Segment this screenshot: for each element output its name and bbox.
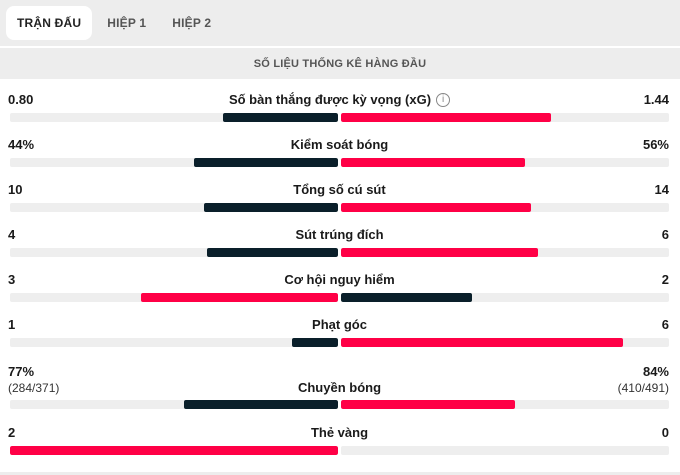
stat-label: Cơ hội nguy hiểm xyxy=(10,272,669,287)
away-bar-track xyxy=(341,113,669,122)
home-value: 77% xyxy=(8,364,35,379)
stat-label-text: Chuyền bóng xyxy=(297,380,382,395)
home-bar-fill xyxy=(183,400,338,409)
away-bar-fill xyxy=(341,158,525,167)
stat-label-text: Tổng số cú sút xyxy=(293,182,386,197)
away-value: 0 xyxy=(661,425,669,440)
stat-label: Phạt góc xyxy=(10,317,669,332)
stat-label: Tổng số cú sút xyxy=(10,182,669,197)
stat-label-text: Cơ hội nguy hiểm xyxy=(284,272,395,287)
away-bar-track xyxy=(341,203,669,212)
away-bar-fill xyxy=(341,293,473,302)
info-icon[interactable]: i xyxy=(436,92,451,107)
away-value: 2 xyxy=(661,272,669,287)
stat-label: Chuyền bóng xyxy=(10,380,669,395)
tab-second-half[interactable]: HIỆP 2 xyxy=(172,16,212,30)
stat-label-text: Sút trúng đích xyxy=(295,227,384,242)
home-bar-track xyxy=(10,400,338,409)
period-tabs: TRẬN ĐẤU HIỆP 1 HIỆP 2 xyxy=(0,0,680,46)
home-bar-fill xyxy=(141,293,338,302)
home-value: 3 xyxy=(8,272,16,287)
stat-bar xyxy=(10,400,669,409)
stat-bar xyxy=(10,446,669,455)
stat-label-text: Phạt góc xyxy=(312,317,367,332)
away-bar-fill xyxy=(341,338,624,347)
home-value: 1 xyxy=(8,317,16,332)
stat-label: Kiểm soát bóng xyxy=(10,137,669,152)
home-bar-track xyxy=(10,248,338,257)
stat-label: Số bàn thắng được kỳ vọng (xG) i xyxy=(10,92,669,107)
away-bar-track xyxy=(341,400,669,409)
stat-label: Sút trúng đích xyxy=(10,227,669,242)
home-bar-track xyxy=(10,158,338,167)
away-value: 14 xyxy=(654,182,669,197)
away-bar-track xyxy=(341,158,669,167)
home-value: 10 xyxy=(8,182,23,197)
home-value: 44% xyxy=(8,137,35,152)
home-bar-fill xyxy=(203,203,338,212)
stat-label: Thẻ vàng xyxy=(10,425,669,440)
home-bar-fill xyxy=(10,446,338,455)
home-bar-fill xyxy=(292,338,338,347)
home-bar-fill xyxy=(206,248,338,257)
away-bar-fill xyxy=(341,203,532,212)
tab-match[interactable]: TRẬN ĐẤU xyxy=(6,6,93,40)
home-value: 0.80 xyxy=(8,92,34,107)
home-bar-fill xyxy=(223,113,338,122)
home-bar-track xyxy=(10,338,338,347)
stat-bar xyxy=(10,293,669,302)
away-bar-track xyxy=(341,293,669,302)
stat-bar xyxy=(10,158,669,167)
stat-bar xyxy=(10,113,669,122)
stat-label-text: Thẻ vàng xyxy=(310,425,369,440)
home-bar-track xyxy=(10,293,338,302)
stat-bar xyxy=(10,248,669,257)
home-bar-track xyxy=(10,446,338,455)
away-bar-fill xyxy=(341,113,551,122)
away-value: 56% xyxy=(642,137,669,152)
divider xyxy=(0,472,680,475)
away-value: 6 xyxy=(661,317,669,332)
away-sub-value: (410/491) xyxy=(617,381,669,395)
home-bar-fill xyxy=(193,158,338,167)
section-title: SỐ LIỆU THỐNG KÊ HÀNG ĐẦU xyxy=(0,48,680,79)
away-value: 1.44 xyxy=(643,92,669,107)
away-bar-track xyxy=(341,248,669,257)
stat-bar xyxy=(10,338,669,347)
away-bar-fill xyxy=(341,400,515,409)
away-bar-track xyxy=(341,446,669,455)
home-bar-track xyxy=(10,203,338,212)
away-bar-fill xyxy=(341,248,538,257)
stat-label-text: Kiểm soát bóng xyxy=(290,137,389,152)
home-value: 4 xyxy=(8,227,16,242)
home-bar-track xyxy=(10,113,338,122)
home-value: 2 xyxy=(8,425,16,440)
away-value: 84% xyxy=(642,364,669,379)
home-sub-value: (284/371) xyxy=(8,381,60,395)
stat-bar xyxy=(10,203,669,212)
away-value: 6 xyxy=(661,227,669,242)
tab-first-half[interactable]: HIỆP 1 xyxy=(107,16,147,30)
stat-label-text: Số bàn thắng được kỳ vọng (xG) xyxy=(228,92,432,107)
away-bar-track xyxy=(341,338,669,347)
